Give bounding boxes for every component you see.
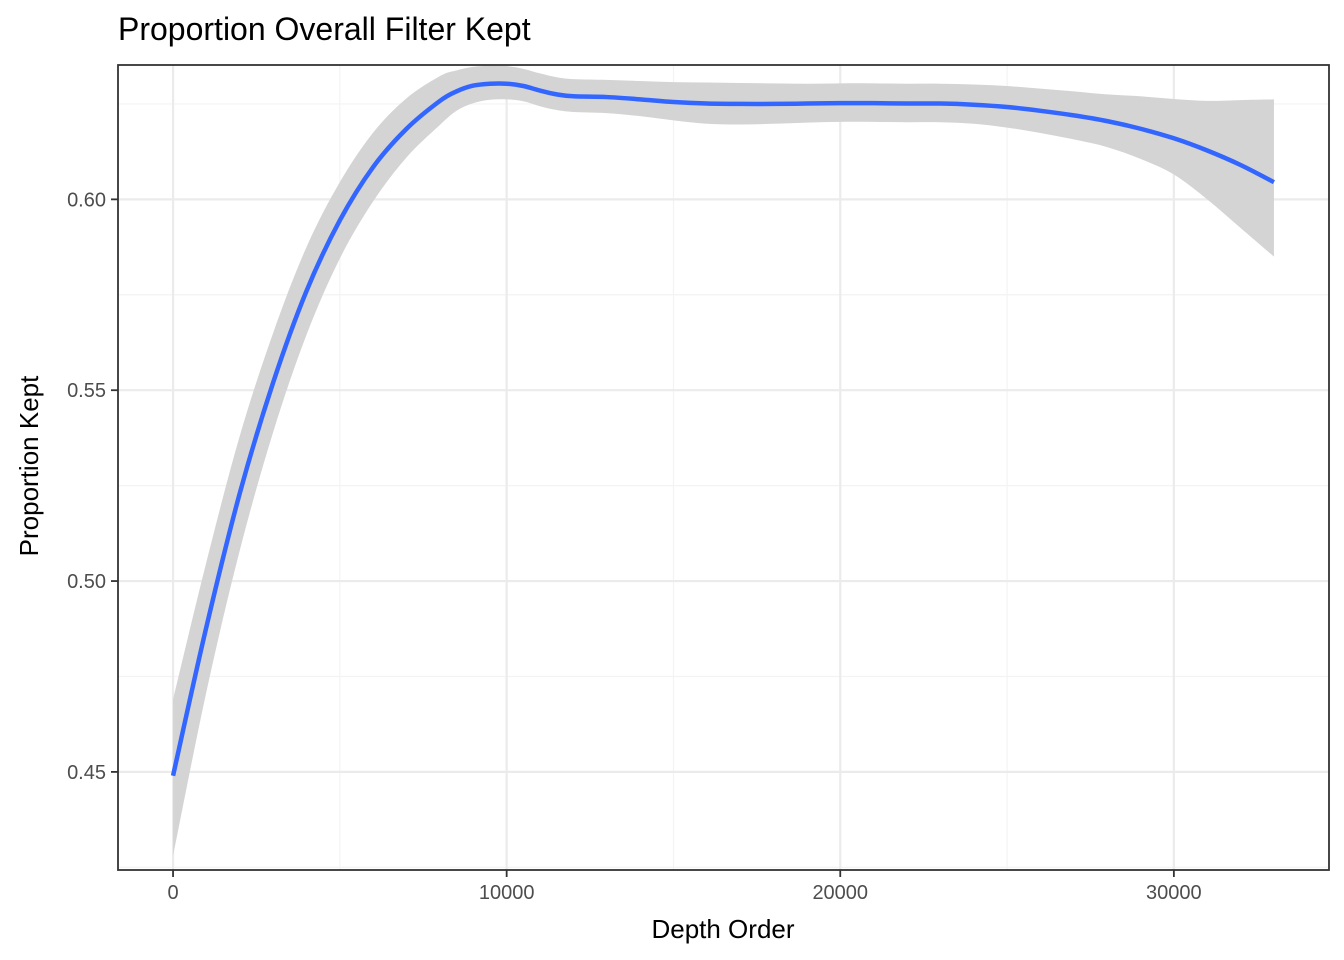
y-tick-label: 0.50 [67, 571, 106, 593]
confidence-ribbon [173, 65, 1274, 856]
x-axis: 0 10000 20000 30000 [167, 870, 1202, 904]
y-tick-label: 0.55 [67, 380, 106, 402]
panel-border [117, 64, 1330, 871]
y-axis-title: Proportion Kept [14, 375, 44, 556]
y-tick-label: 0.60 [67, 189, 106, 211]
plot-panel [117, 64, 1330, 871]
x-tick-label: 20000 [812, 882, 868, 904]
minor-gridlines [118, 65, 1329, 870]
y-tick-label: 0.45 [67, 762, 106, 784]
x-tick-label: 30000 [1146, 882, 1202, 904]
x-tick-label: 0 [167, 882, 178, 904]
x-tick-label: 10000 [479, 882, 535, 904]
y-axis: 0.45 0.50 0.55 0.60 [67, 189, 118, 784]
x-axis-title: Depth Order [651, 914, 794, 944]
major-gridlines [118, 65, 1329, 870]
smooth-line [170, 81, 1275, 777]
chart-title: Proportion Overall Filter Kept [118, 11, 531, 47]
